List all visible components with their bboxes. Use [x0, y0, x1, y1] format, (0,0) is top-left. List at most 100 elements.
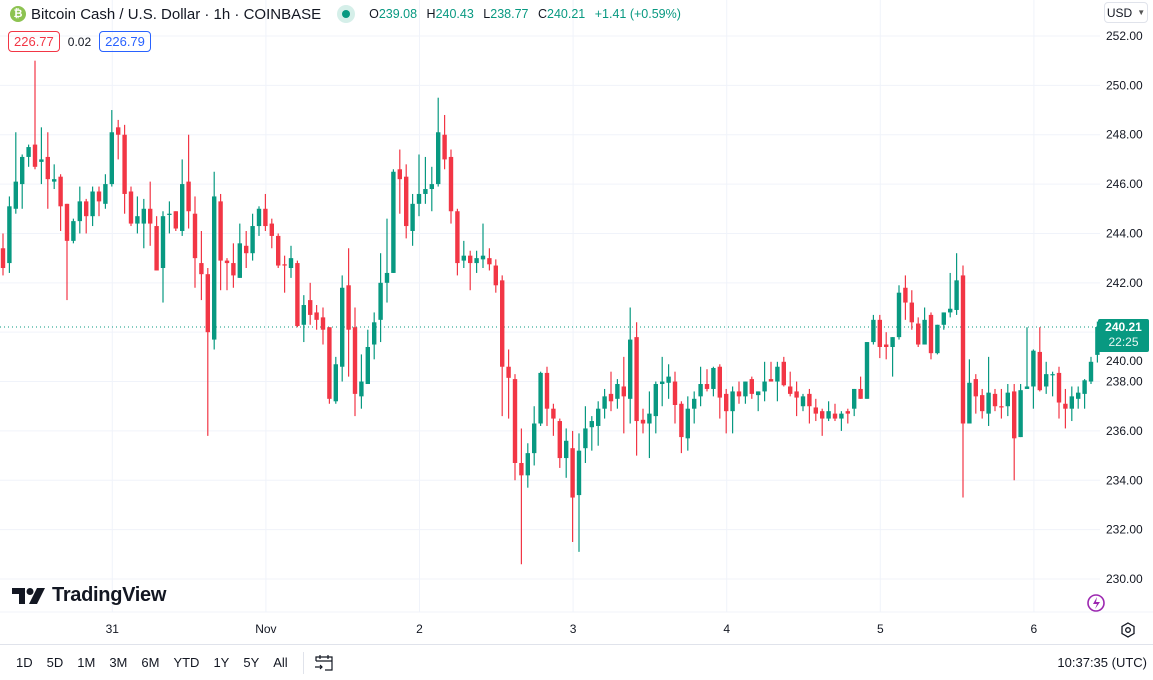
- candle-body: [1005, 392, 1010, 407]
- buy-button[interactable]: 226.79: [99, 31, 151, 52]
- candle-up: [743, 381, 748, 404]
- candle-down: [218, 193, 223, 291]
- candle-down: [276, 233, 281, 269]
- candle-up: [660, 356, 665, 407]
- candle-body: [13, 181, 18, 209]
- toolbar-divider: [302, 651, 304, 674]
- symbol-title[interactable]: Bitcoin Cash / U.S. Dollar · 1h · COINBA…: [31, 5, 322, 23]
- candle-body: [698, 384, 703, 397]
- candle-down: [1012, 384, 1017, 481]
- candle-down: [493, 259, 498, 293]
- candle-body: [1069, 396, 1074, 409]
- candle-body: [180, 184, 185, 231]
- candle-body: [615, 384, 620, 399]
- candle-body: [71, 221, 76, 241]
- candle-body: [1050, 374, 1055, 376]
- range-1d[interactable]: 1D: [16, 655, 33, 670]
- candle-body: [506, 366, 511, 378]
- candle-up: [826, 401, 831, 422]
- candle-body: [807, 393, 812, 407]
- candle-body: [218, 201, 223, 261]
- candle-up: [160, 211, 166, 303]
- candle-body: [487, 258, 492, 265]
- candle-down: [116, 119, 121, 160]
- candle-body: [884, 344, 889, 347]
- candle-body: [237, 243, 242, 278]
- candle-down: [781, 356, 786, 387]
- range-5y[interactable]: 5Y: [243, 655, 260, 670]
- candle-body: [845, 411, 850, 414]
- range-all[interactable]: All: [273, 655, 288, 670]
- candle-body: [20, 156, 25, 185]
- range-5d[interactable]: 5D: [46, 655, 64, 670]
- settings-gear-icon[interactable]: [1121, 622, 1135, 638]
- candle-body: [519, 462, 524, 476]
- currency-select[interactable]: USD ▼: [1104, 2, 1148, 23]
- candle-body: [621, 386, 626, 397]
- currency-label: USD: [1106, 5, 1133, 20]
- chart-grid: [0, 0, 1100, 612]
- candle-up: [800, 393, 806, 412]
- candle-body: [468, 255, 473, 264]
- candle-body: [378, 282, 383, 320]
- candle-up: [461, 240, 466, 269]
- trade-panel: 226.77 0.02 226.79: [8, 31, 151, 52]
- candle-body: [461, 255, 466, 261]
- ohlc-values: O239.08 H240.43 L238.77 C240.21 +1.41 (+…: [369, 7, 687, 21]
- calendar-goto-icon[interactable]: [314, 654, 334, 672]
- candle-down: [1056, 366, 1062, 419]
- time-axis[interactable]: 31 Nov 2 3 4 5 6: [106, 622, 1038, 636]
- range-3m[interactable]: 3M: [109, 655, 128, 670]
- candle-body: [404, 176, 409, 227]
- candle-down: [295, 260, 300, 328]
- candle-down: [640, 408, 646, 434]
- candle-body: [653, 384, 658, 417]
- candle-up: [1018, 384, 1023, 438]
- candle-body: [359, 381, 364, 397]
- candle-body: [999, 406, 1004, 408]
- range-1y[interactable]: 1Y: [213, 655, 230, 670]
- candle-body: [704, 384, 710, 389]
- candle-body: [205, 274, 210, 333]
- candle-down: [768, 361, 774, 382]
- candle-down: [884, 332, 889, 360]
- candle-body: [756, 391, 761, 396]
- candle-body: [474, 258, 479, 264]
- candle-up: [647, 391, 652, 459]
- candle-down: [64, 203, 70, 301]
- sell-button[interactable]: 226.77: [8, 31, 60, 52]
- candle-body: [717, 366, 722, 398]
- candle-body: [948, 308, 953, 313]
- range-1m[interactable]: 1M: [77, 655, 96, 670]
- candle-up: [864, 342, 870, 399]
- price-axis[interactable]: 252.00 250.00 248.00 246.00 244.00 242.00 240.…: [1106, 29, 1143, 586]
- candle-down: [122, 124, 127, 214]
- range-6m[interactable]: 6M: [141, 655, 160, 670]
- market-status-icon[interactable]: [337, 5, 356, 23]
- candle-body: [276, 235, 281, 266]
- range-ytd[interactable]: YTD: [173, 655, 200, 670]
- candle-up: [288, 245, 294, 278]
- lightning-icon[interactable]: [1087, 594, 1105, 612]
- candle-up: [538, 371, 543, 426]
- candle-body: [941, 312, 946, 325]
- candle-body: [909, 302, 914, 323]
- price-tick-label: 230.00: [1106, 572, 1143, 586]
- utc-clock[interactable]: 10:37:35 (UTC): [1057, 655, 1147, 670]
- candle-body: [480, 255, 486, 260]
- candle-up: [576, 433, 582, 552]
- candle-down: [45, 132, 50, 209]
- candle-down: [621, 356, 626, 434]
- time-tick-label: 4: [723, 622, 730, 636]
- candle-body: [372, 322, 377, 345]
- candle-up: [20, 154, 25, 209]
- last-price-tag: 240.21 22:25: [1098, 319, 1149, 352]
- candle-up: [1024, 327, 1030, 389]
- tradingview-logo[interactable]: TradingView: [12, 584, 166, 607]
- price-tick-label: 250.00: [1106, 78, 1143, 92]
- candle-body: [0, 248, 6, 269]
- candle-up: [941, 312, 946, 330]
- tradingview-logo-icon: [12, 587, 45, 604]
- candlestick-chart[interactable]: 252.00250.00248.00246.00244.00242.00240.…: [0, 0, 1153, 644]
- candle-body: [1095, 326, 1100, 355]
